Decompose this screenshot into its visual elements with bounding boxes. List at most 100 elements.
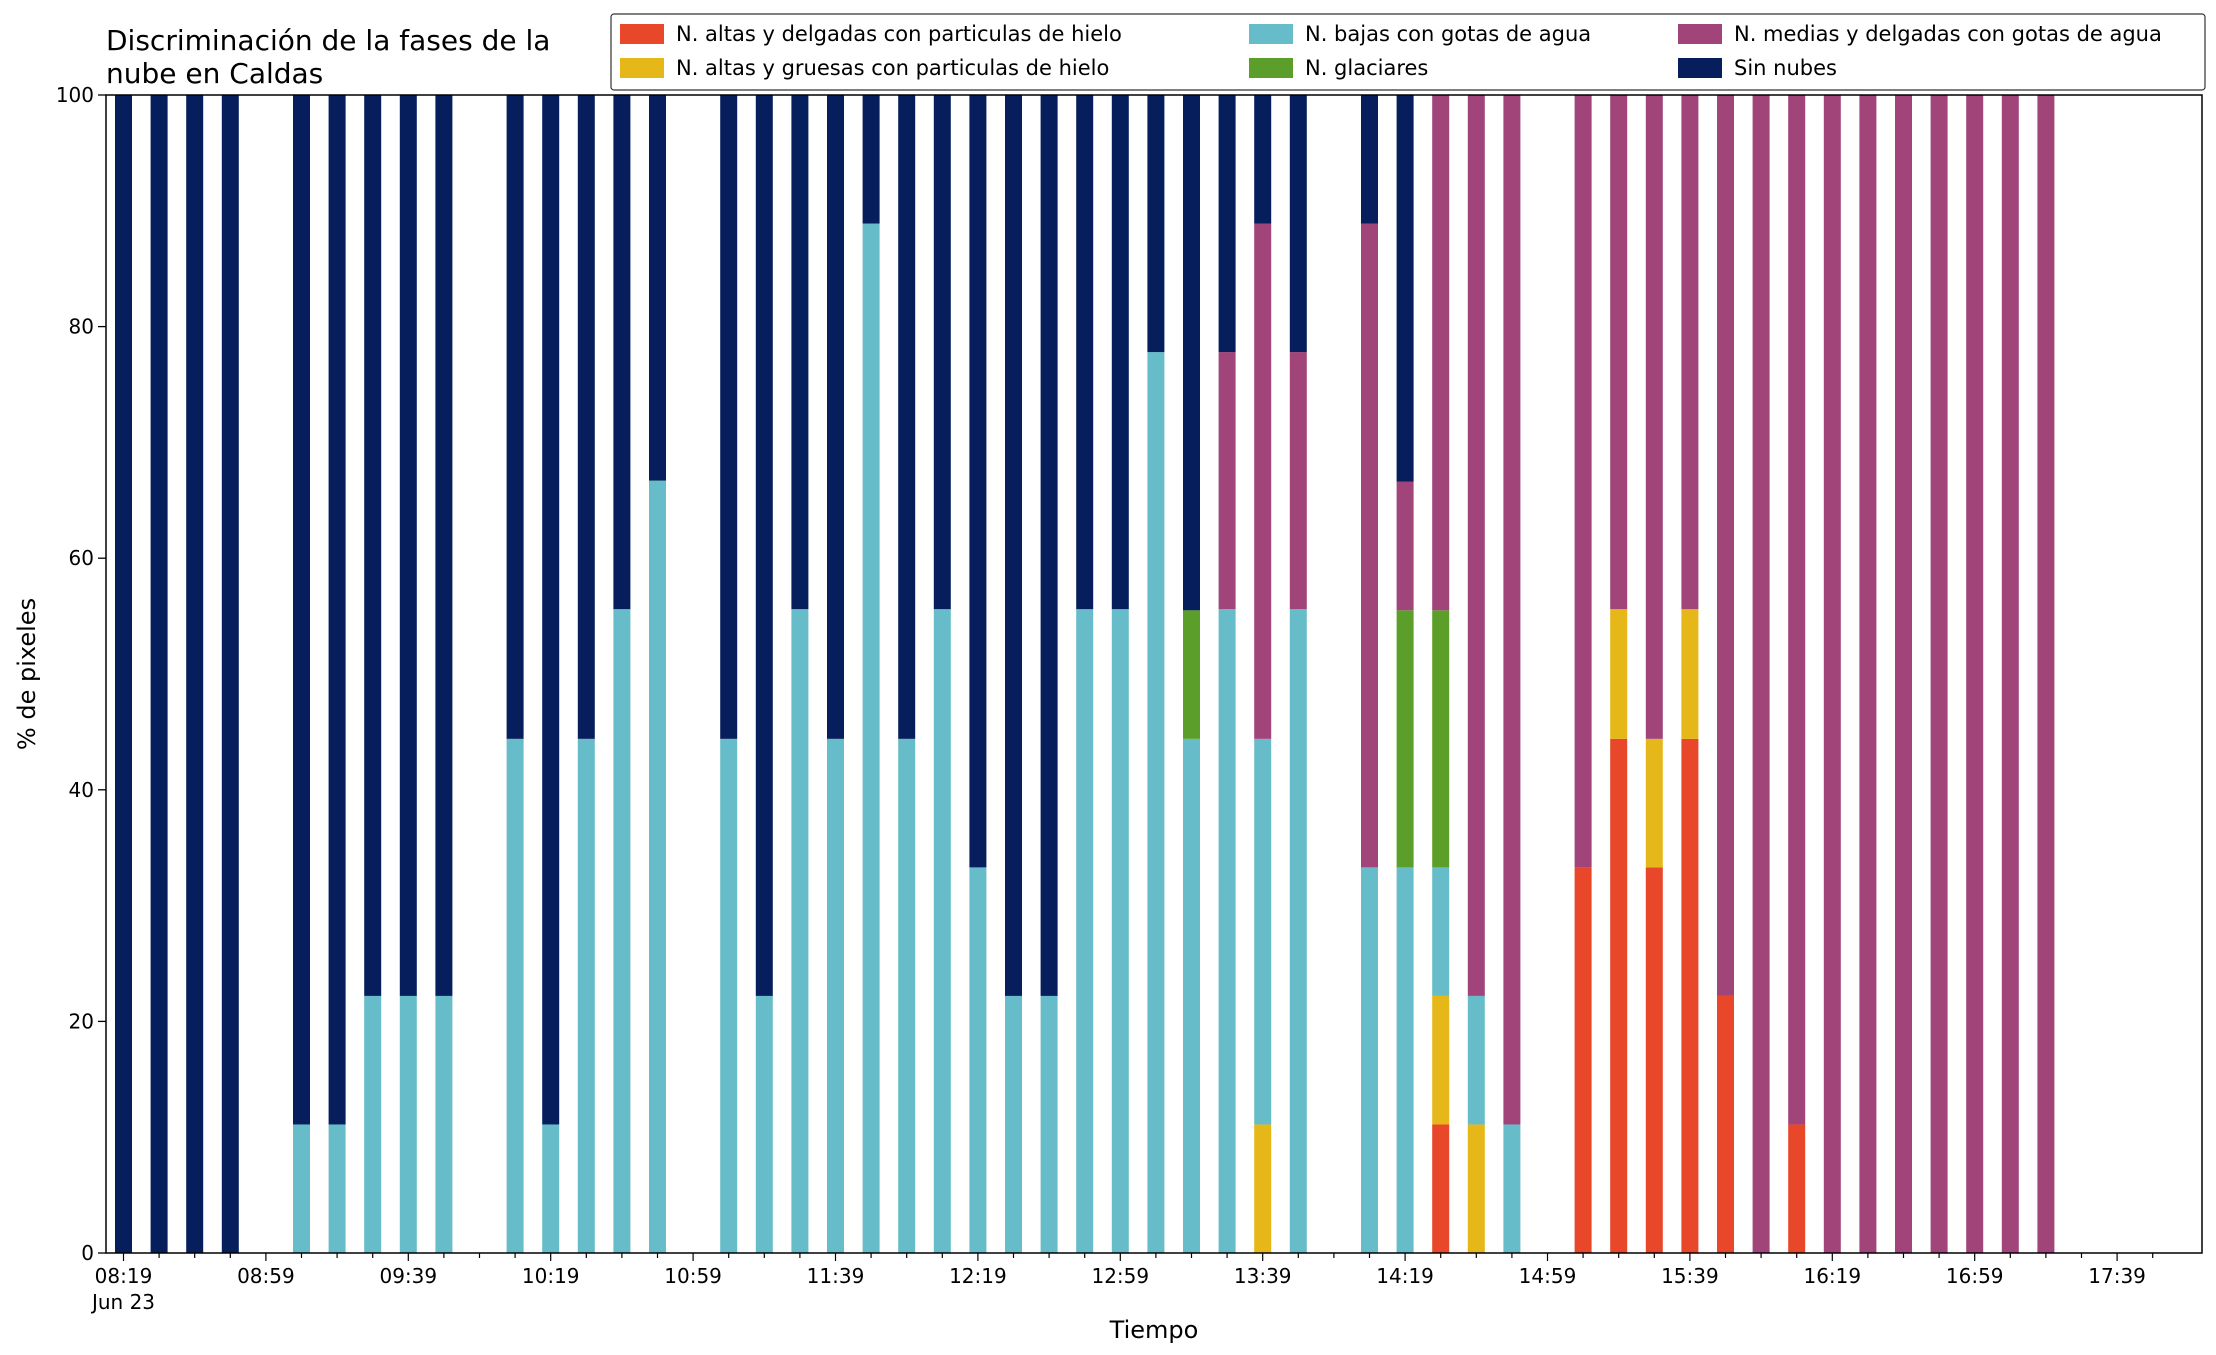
legend-label-sin_nubes: Sin nubes [1734,56,1837,80]
bar-segment-hielo_gruesas [1254,1124,1272,1253]
bar-segment-bajas_agua [1076,609,1094,1253]
bar-segment-bajas_agua [862,223,880,1253]
bar-segment-hielo_gruesas [1467,1124,1485,1253]
bar-segment-sin_nubes [186,95,204,1253]
bar-segment-bajas_agua [328,1124,346,1253]
bar-segment-hielo_delgadas [1432,1124,1450,1253]
bar-segment-medias_agua [1610,95,1628,610]
x-tick-label: 08:19 [95,1264,153,1288]
bar-segment-hielo_gruesas [1645,738,1663,868]
bar-segment-sin_nubes [150,95,168,1253]
bar-segment-sin_nubes [1076,95,1094,610]
bar-segment-hielo_delgadas [1610,738,1628,1253]
x-tick-label: 08:59 [237,1264,295,1288]
bar-segment-bajas_agua [1432,867,1450,996]
bar-segment-medias_agua [1681,95,1699,610]
bar-segment-glaciares [1183,610,1200,739]
bar-segment-sin_nubes [969,95,987,868]
legend-label-hielo_delgadas: N. altas y delgadas con particulas de hi… [676,22,1122,46]
bar-segment-medias_agua [1859,95,1877,1253]
bar-segment-medias_agua [2037,95,2055,1253]
bar-segment-bajas_agua [1467,995,1485,1125]
bar-segment-medias_agua [1254,223,1272,739]
legend-swatch-hielo_gruesas [620,58,664,78]
x-tick-label: 09:39 [379,1264,437,1288]
bar-segment-sin_nubes [1005,95,1022,996]
chart-title-line-1: Discriminación de la fases de la [106,24,550,57]
bar-segment-sin_nubes [1396,95,1414,482]
bar-segment-sin_nubes [1040,95,1058,996]
bar-segment-bajas_agua [542,1124,560,1253]
bar-segment-bajas_agua [1361,867,1378,1253]
bar-segment-sin_nubes [1361,95,1378,224]
bar-segment-bajas_agua [649,480,666,1253]
bar-segment-sin_nubes [755,95,773,996]
x-tick-label: 16:19 [1803,1264,1861,1288]
bar-segment-sin_nubes [115,95,132,1253]
bar-segment-sin_nubes [898,95,916,739]
bar-segment-medias_agua [1966,95,1984,1253]
bar-segment-sin_nubes [827,95,844,739]
x-axis-label: Tiempo [1109,1316,1199,1344]
bar-segment-bajas_agua [1183,738,1200,1253]
y-tick-label: 100 [56,83,94,107]
legend: N. altas y delgadas con particulas de hi… [610,13,2206,91]
bar-segment-medias_agua [1218,352,1236,610]
bar-segment-medias_agua [1574,95,1592,868]
bar-segment-sin_nubes [435,95,453,996]
x-tick-label: 11:39 [807,1264,865,1288]
bar-segment-sin_nubes [542,95,560,1125]
bar-segment-sin_nubes [933,95,951,610]
bar-segment-bajas_agua [1289,609,1307,1253]
legend-label-bajas_agua: N. bajas con gotas de agua [1305,22,1591,46]
bar-segment-bajas_agua [293,1124,310,1253]
bar-segment-medias_agua [1432,95,1450,611]
bar-segment-bajas_agua [755,995,773,1253]
bar-segment-bajas_agua [506,738,524,1253]
y-tick-label: 60 [69,546,94,570]
bar-segment-bajas_agua [1147,352,1165,1254]
x-tick-label: 12:59 [1091,1264,1149,1288]
bar-segment-hielo_delgadas [1645,867,1663,1253]
bar-segment-sin_nubes [649,95,666,481]
bar-segment-sin_nubes [1218,95,1236,353]
bar-segment-medias_agua [1645,95,1663,739]
y-tick-label: 20 [69,1009,94,1033]
legend-swatch-glaciares [1249,58,1293,78]
bar-segment-bajas_agua [791,609,809,1253]
x-axis: 08:19 08:59 09:39 10:19 10:59 11:39 12:19 12:59… [90,1253,2154,1314]
legend-frame [610,13,2206,91]
legend-swatch-hielo_delgadas [620,24,664,44]
bar-segment-medias_agua [1930,95,1948,1253]
bar-segment-sin_nubes [791,95,809,610]
bar-segment-medias_agua [1361,223,1378,868]
y-axis: 0 20 40 60 80 100 [56,83,106,1265]
plot-frame [105,94,2203,1254]
x-tick-label: 12:19 [949,1264,1007,1288]
bar-segment-bajas_agua [827,738,844,1253]
legend-label-glaciares: N. glaciares [1305,56,1428,80]
bar-segment-medias_agua [1289,352,1307,610]
legend-swatch-medias_agua [1678,24,1722,44]
chart-title-line-2: nube en Caldas [106,57,323,90]
y-tick-label: 80 [69,315,94,339]
bar-segment-hielo_gruesas [1610,609,1628,739]
bar-segment-bajas_agua [1111,609,1129,1253]
bar-segment-sin_nubes [221,95,239,1253]
bar-segment-sin_nubes [720,95,738,739]
bar-segment-sin_nubes [613,95,631,610]
x-tick-label: 10:59 [664,1264,722,1288]
bar-segment-sin_nubes [328,95,346,1125]
bar-segment-sin_nubes [1183,95,1200,611]
bar-segment-bajas_agua [577,738,595,1253]
bar-segment-medias_agua [1467,95,1485,996]
y-tick-label: 0 [81,1241,94,1265]
bar-segment-bajas_agua [969,867,987,1253]
bar-segment-sin_nubes [293,95,310,1125]
bar-segment-glaciares [1396,610,1414,868]
bar-segment-medias_agua [1396,481,1414,611]
bar-segment-bajas_agua [720,738,738,1253]
legend-swatch-sin_nubes [1678,58,1722,78]
bar-segment-sin_nubes [577,95,595,739]
